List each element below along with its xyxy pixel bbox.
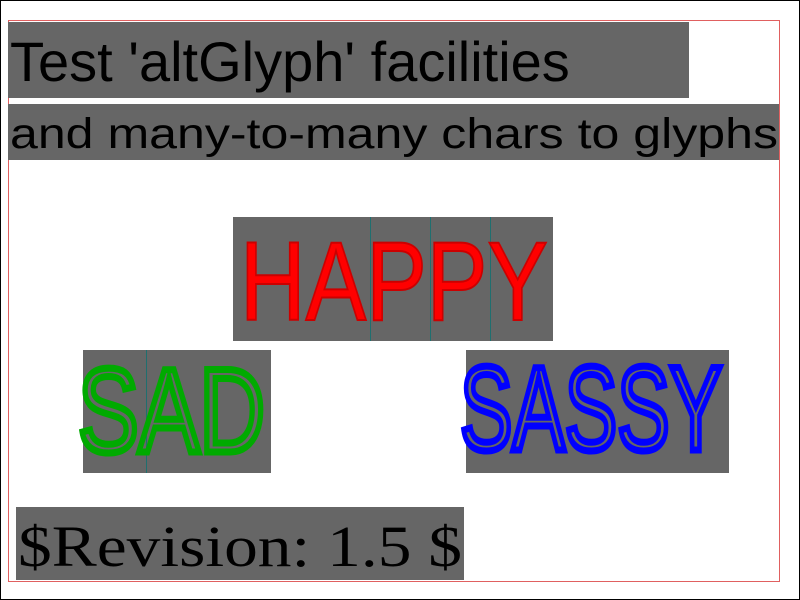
title: Test 'altGlyph' facilities bbox=[10, 30, 570, 93]
happy-word: HAPPY bbox=[240, 219, 548, 344]
sassy-background bbox=[466, 350, 729, 473]
subtitle: and many-to-many chars to glyphs bbox=[10, 110, 778, 158]
revision-background bbox=[16, 507, 464, 580]
revision: $Revision: 1.5 $ bbox=[18, 514, 462, 579]
title-background bbox=[8, 22, 689, 98]
happy-background bbox=[233, 217, 553, 341]
test-border bbox=[8, 20, 780, 582]
sad-background bbox=[83, 350, 271, 473]
sad-word: SAD bbox=[78, 344, 265, 478]
subtitle-background bbox=[8, 104, 779, 160]
sassy-word: SASSY bbox=[460, 342, 722, 476]
